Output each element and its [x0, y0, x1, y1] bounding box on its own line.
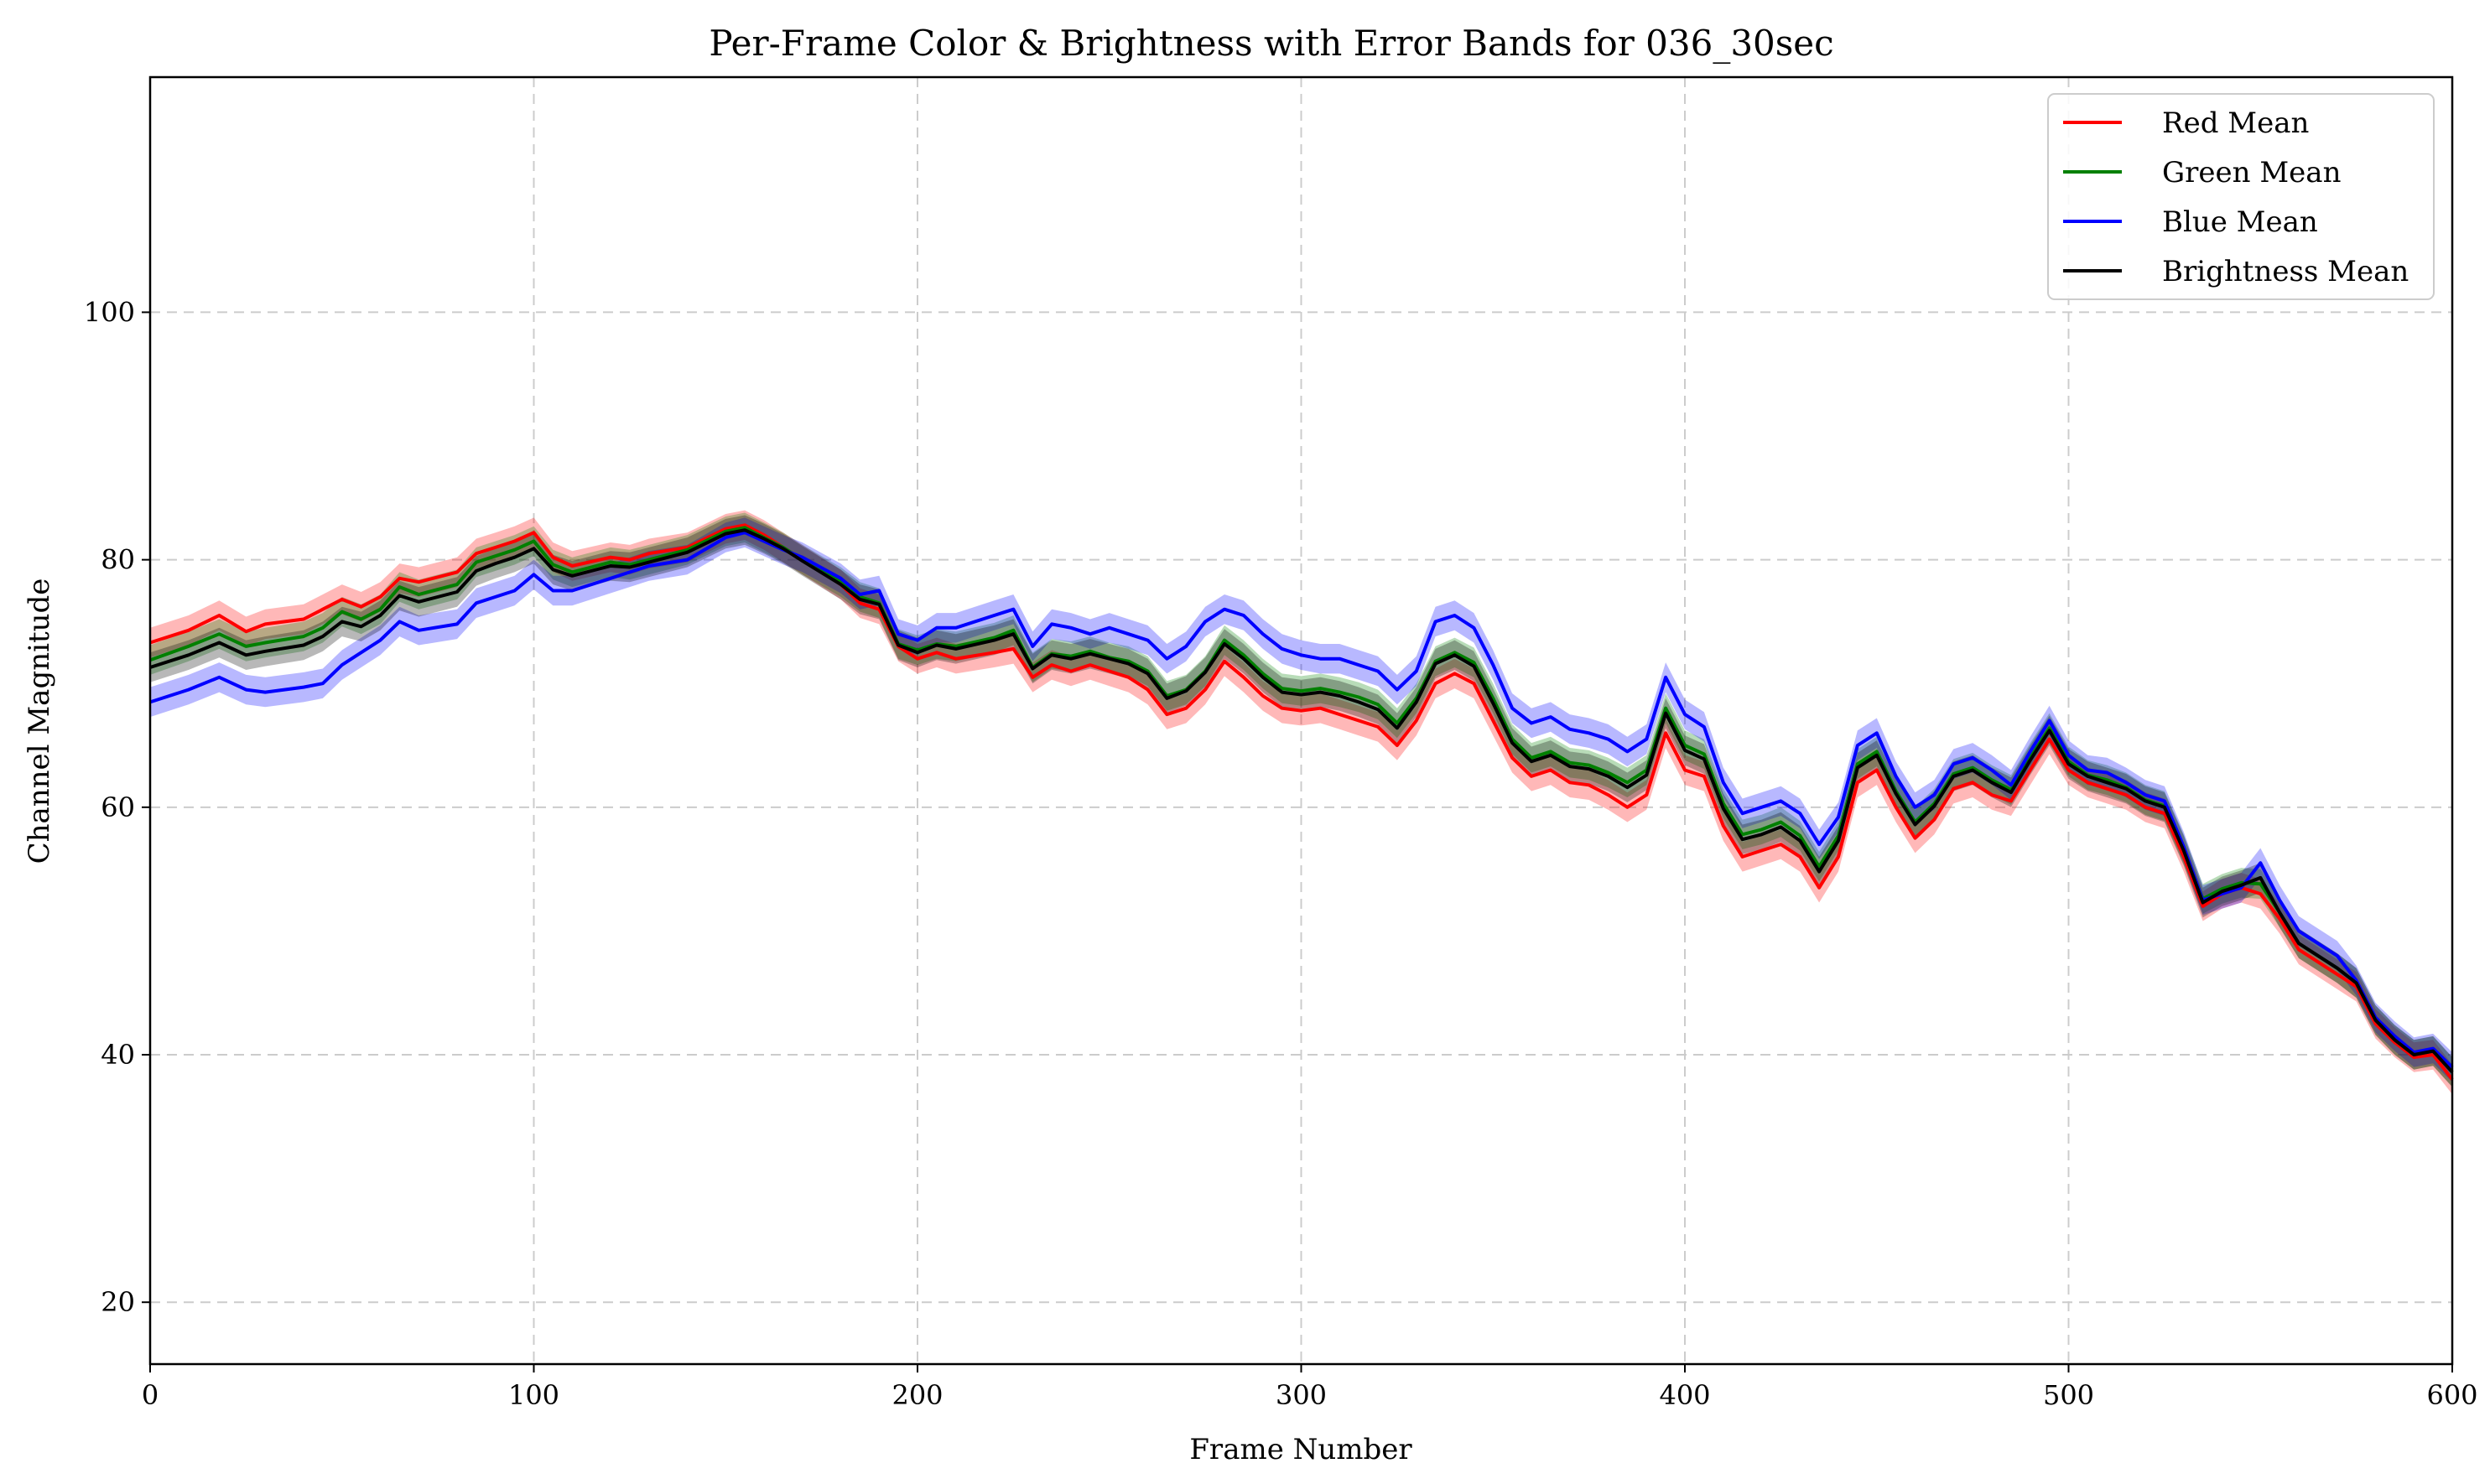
- x-tick-label: 400: [1659, 1379, 1710, 1411]
- series-line-red-mean: [149, 523, 2454, 1081]
- y-tick-label: 100: [84, 296, 135, 328]
- y-axis-label: Channel Magnitude: [23, 579, 56, 864]
- legend-box: [2047, 93, 2435, 300]
- series-lines: [149, 523, 2454, 1081]
- x-axis-ticks: 0 100 200 300 400 500 600: [142, 1364, 2478, 1411]
- x-tick-label: 300: [1276, 1379, 1327, 1411]
- series-line-brightness-mean: [149, 528, 2454, 1074]
- error-band-red-mean: [150, 510, 2452, 1095]
- legend-entry-label: Green Mean: [2162, 156, 2341, 189]
- y-tick-label: 80: [101, 544, 135, 576]
- y-tick-label: 60: [101, 791, 135, 823]
- x-axis-label: Frame Number: [1189, 1433, 1412, 1466]
- x-tick-label: 600: [2426, 1379, 2477, 1411]
- error-bands: [150, 510, 2452, 1095]
- legend: Red Mean Green Mean Blue Mean Brightness Me…: [2047, 93, 2435, 300]
- y-tick-label: 40: [101, 1039, 135, 1071]
- x-tick-label: 0: [142, 1379, 159, 1411]
- x-tick-label: 200: [892, 1379, 943, 1411]
- y-axis-ticks: 20 40 60 80 100: [84, 296, 150, 1318]
- chart-title: Per-Frame Color & Brightness with Error …: [709, 23, 1833, 64]
- y-tick-label: 20: [101, 1286, 135, 1318]
- series-line-green-mean: [149, 526, 2454, 1074]
- series-line-blue-mean: [149, 531, 2454, 1069]
- x-tick-label: 100: [508, 1379, 559, 1411]
- grid: [150, 77, 2452, 1364]
- x-tick-label: 500: [2043, 1379, 2094, 1411]
- legend-entry-label: Blue Mean: [2162, 205, 2318, 239]
- legend-entry-label: Red Mean: [2162, 106, 2309, 140]
- legend-entry-label: Brightness Mean: [2162, 255, 2409, 288]
